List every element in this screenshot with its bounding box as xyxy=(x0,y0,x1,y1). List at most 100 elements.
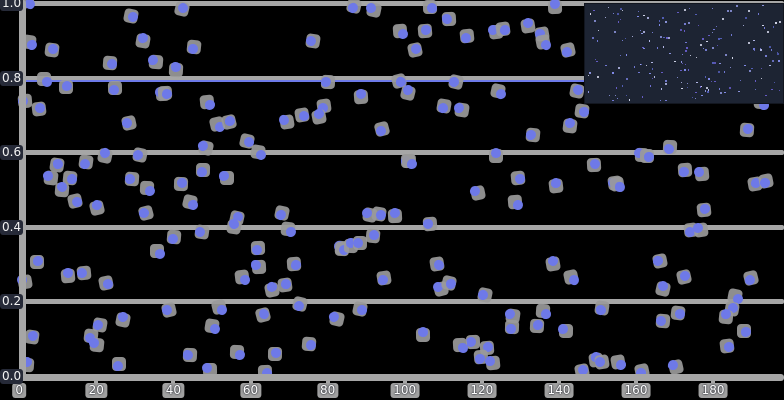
star-dot xyxy=(651,68,653,70)
star-dot xyxy=(643,47,645,50)
scatter-point xyxy=(615,359,627,371)
star-dot xyxy=(622,85,624,87)
star-dot xyxy=(772,26,775,28)
star-dot xyxy=(718,38,720,40)
star-dot xyxy=(710,80,713,82)
star-dot xyxy=(720,37,722,39)
star-dot xyxy=(742,24,745,27)
star-dot xyxy=(674,60,676,63)
star-dot xyxy=(625,94,628,97)
star-dot xyxy=(702,38,704,40)
star-dot xyxy=(706,40,708,42)
star-dot xyxy=(685,42,687,44)
star-dot xyxy=(608,95,611,97)
star-dot xyxy=(760,77,763,79)
star-dot xyxy=(695,56,698,59)
star-dot xyxy=(714,62,717,65)
star-dot xyxy=(604,16,607,18)
scatter-point xyxy=(193,225,206,238)
scatter-point xyxy=(355,88,367,99)
star-dot xyxy=(769,64,771,66)
star-dot xyxy=(612,12,615,15)
y-tick-label: 0.6 xyxy=(0,145,24,161)
star-dot xyxy=(686,86,688,89)
star-dot xyxy=(698,24,700,27)
x-tick-label: 80 xyxy=(316,383,339,398)
star-dot xyxy=(663,36,665,39)
star-dot xyxy=(753,48,755,50)
scatter-point xyxy=(270,347,281,358)
star-dot xyxy=(624,37,627,40)
star-dot xyxy=(589,72,591,74)
x-tick-label: 120 xyxy=(467,383,497,398)
star-dot xyxy=(691,96,694,99)
star-dot xyxy=(659,99,661,102)
star-dot xyxy=(640,29,642,32)
star-dot xyxy=(724,91,726,94)
x-tick-mark xyxy=(248,376,253,385)
star-dot xyxy=(661,71,663,74)
scatter-point xyxy=(216,303,229,316)
x-tick-mark xyxy=(634,376,638,385)
scatter-point xyxy=(250,259,261,271)
star-dot xyxy=(631,35,634,38)
scatter-point xyxy=(204,99,216,111)
star-dot xyxy=(771,60,774,63)
scatter-point xyxy=(24,0,37,11)
star-dot xyxy=(755,88,757,91)
star-dot xyxy=(751,68,753,70)
scatter-point xyxy=(557,323,568,334)
star-dot xyxy=(760,67,762,69)
star-dot xyxy=(658,24,661,26)
star-dot xyxy=(681,88,683,90)
x-tick-label: 60 xyxy=(239,383,262,398)
star-dot xyxy=(612,72,614,74)
star-dot xyxy=(656,47,659,49)
star-dot xyxy=(723,71,726,73)
star-dot xyxy=(619,55,622,57)
gridline xyxy=(19,150,784,156)
star-dot xyxy=(708,78,710,80)
x-tick-label: 100 xyxy=(390,383,420,398)
axis-spine-bottom xyxy=(0,374,784,381)
star-dot xyxy=(587,91,589,93)
star-dot xyxy=(617,67,620,70)
scatter-point xyxy=(42,77,53,88)
x-tick-label: 140 xyxy=(544,383,574,398)
scatter-point xyxy=(136,31,149,44)
star-dot xyxy=(682,63,684,65)
star-dot xyxy=(683,30,686,32)
scatter-point xyxy=(426,2,437,13)
scatter-point xyxy=(209,322,222,335)
star-dot xyxy=(589,13,592,15)
star-dot xyxy=(776,51,779,54)
star-dot xyxy=(708,34,710,37)
star-dot xyxy=(759,47,761,50)
star-dot xyxy=(645,64,648,67)
star-dot xyxy=(641,32,643,35)
scatter-point xyxy=(417,327,428,338)
star-dot xyxy=(757,13,759,15)
scatter-point xyxy=(239,274,252,286)
scatter-point xyxy=(235,349,246,360)
scatter-point xyxy=(512,199,524,211)
star-dot xyxy=(661,88,663,90)
star-dot xyxy=(633,66,635,68)
star-dot xyxy=(651,31,653,34)
star-dot xyxy=(642,31,645,34)
star-dot xyxy=(776,53,779,56)
gridline xyxy=(19,1,784,6)
star-dot xyxy=(619,8,622,11)
star-dot xyxy=(711,8,714,10)
star-dot xyxy=(705,87,708,90)
star-dot xyxy=(680,69,682,72)
x-tick-mark xyxy=(711,376,716,385)
scatter-point xyxy=(285,225,297,238)
x-tick-mark xyxy=(171,376,176,385)
star-dot xyxy=(641,96,644,98)
star-dot xyxy=(614,94,617,96)
inset-starfield xyxy=(584,3,784,104)
star-dot xyxy=(778,89,781,91)
scatter-point xyxy=(218,170,229,181)
star-dot xyxy=(649,84,651,87)
